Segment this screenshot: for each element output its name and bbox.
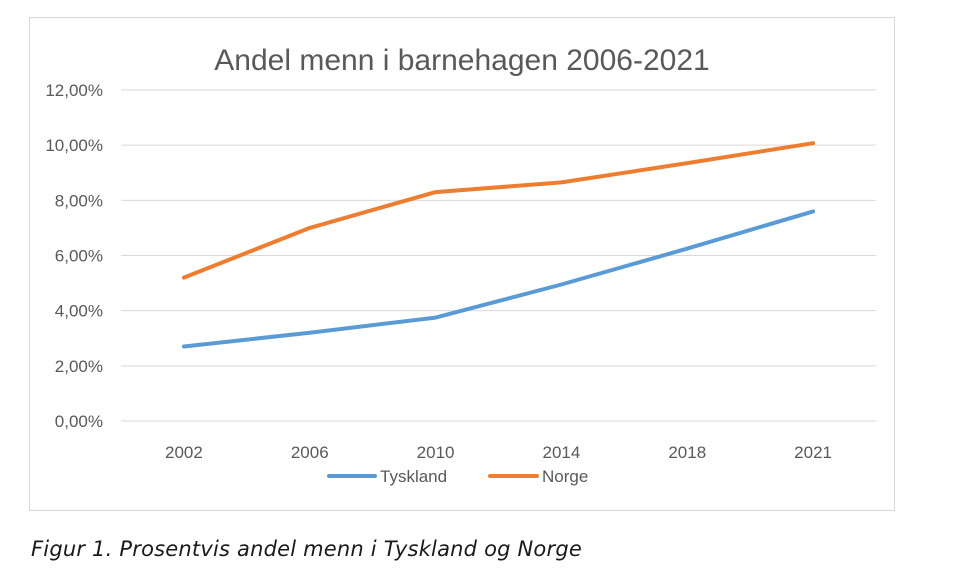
x-tick-label: 2014 (543, 443, 581, 462)
y-tick-label: 6,00% (55, 247, 103, 266)
figure-caption: Figur 1. Prosentvis andel menn i Tysklan… (31, 537, 582, 561)
y-tick-label: 4,00% (55, 302, 103, 321)
x-tick-label: 2021 (794, 443, 832, 462)
x-tick-label: 2010 (417, 443, 455, 462)
legend-label: Norge (542, 467, 588, 486)
chart-title: Andel menn i barnehagen 2006-2021 (214, 44, 709, 77)
chart-frame (29, 17, 895, 511)
x-tick-label: 2002 (165, 443, 203, 462)
x-tick-label: 2018 (668, 443, 706, 462)
y-tick-label: 0,00% (55, 412, 103, 431)
legend-label: Tyskland (380, 467, 447, 486)
y-tick-label: 12,00% (45, 81, 103, 100)
series-line-tyskland (181, 209, 816, 349)
series-line-norge (181, 141, 816, 280)
y-tick-label: 10,00% (45, 136, 103, 155)
y-tick-label: 8,00% (55, 191, 103, 210)
y-tick-label: 2,00% (55, 357, 103, 376)
x-tick-label: 2006 (291, 443, 329, 462)
